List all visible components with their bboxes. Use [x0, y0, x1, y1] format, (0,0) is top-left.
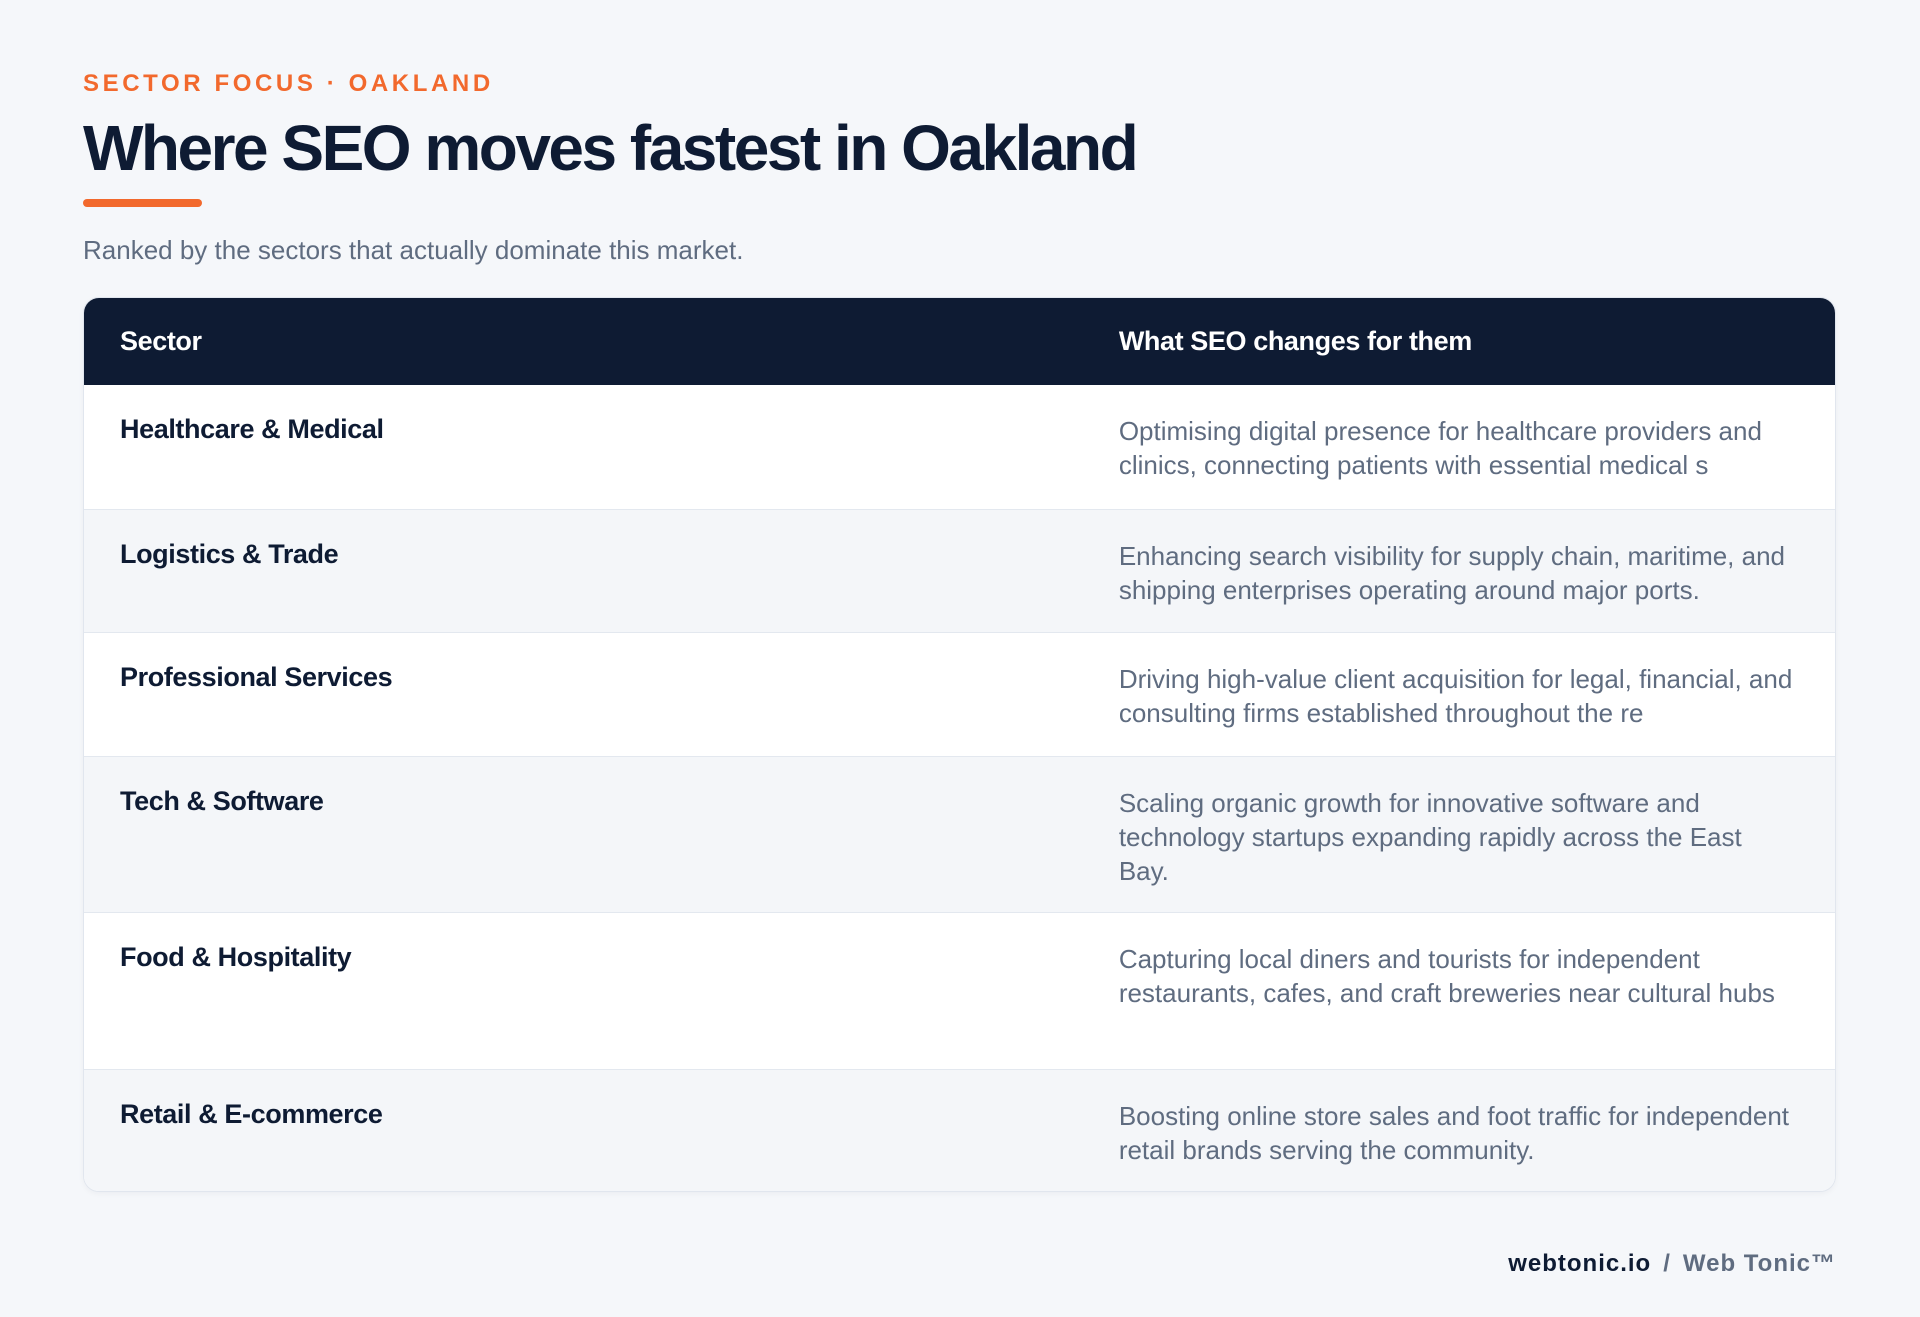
page: SECTOR FOCUS · OAKLAND Where SEO moves f…: [83, 0, 1836, 1317]
sector-name: Healthcare & Medical: [120, 414, 384, 444]
footer-domain: webtonic.io: [1508, 1250, 1652, 1277]
footer-brand: Web Tonic™: [1682, 1250, 1836, 1277]
table-row: Tech & Software Scaling organic growth f…: [84, 756, 1835, 912]
footer-separator: /: [1663, 1250, 1671, 1277]
sector-description: Capturing local diners and tourists for …: [1118, 944, 1775, 1008]
sector-name: Food & Hospitality: [120, 942, 352, 972]
table-row: Healthcare & Medical Optimising digital …: [84, 385, 1835, 509]
eyebrow-label: SECTOR FOCUS · OAKLAND: [83, 70, 494, 97]
column-header-sector: Sector: [120, 326, 202, 356]
page-title: Where SEO moves fastest in Oakland: [83, 112, 1139, 184]
table-row: Food & Hospitality Capturing local diner…: [84, 912, 1835, 1069]
footer-credit: webtonic.io / Web Tonic™: [1508, 1250, 1836, 1278]
table-body: Healthcare & Medical Optimising digital …: [84, 385, 1835, 1191]
sector-name: Logistics & Trade: [120, 539, 339, 569]
sector-description: Optimising digital presence for healthca…: [1118, 416, 1762, 480]
sector-table: Sector What SEO changes for them Healthc…: [83, 297, 1836, 1192]
sector-name: Retail & E-commerce: [120, 1099, 383, 1129]
table-row: Professional Services Driving high-value…: [84, 632, 1835, 756]
sector-description: Enhancing search visibility for supply c…: [1118, 541, 1786, 605]
table-row: Logistics & Trade Enhancing search visib…: [84, 509, 1835, 632]
column-header-seo-changes: What SEO changes for them: [1118, 326, 1472, 356]
title-accent-bar: [83, 199, 202, 207]
sector-description: Boosting online store sales and foot tra…: [1118, 1101, 1789, 1165]
sector-description: Driving high-value client acquisition fo…: [1118, 664, 1793, 728]
sector-description: Scaling organic growth for innovative so…: [1118, 788, 1742, 886]
sector-name: Professional Services: [120, 662, 393, 692]
page-subtitle: Ranked by the sectors that actually domi…: [83, 235, 744, 265]
sector-name: Tech & Software: [120, 786, 324, 816]
table-row: Retail & E-commerce Boosting online stor…: [84, 1069, 1835, 1191]
table-header: Sector What SEO changes for them: [84, 298, 1835, 385]
